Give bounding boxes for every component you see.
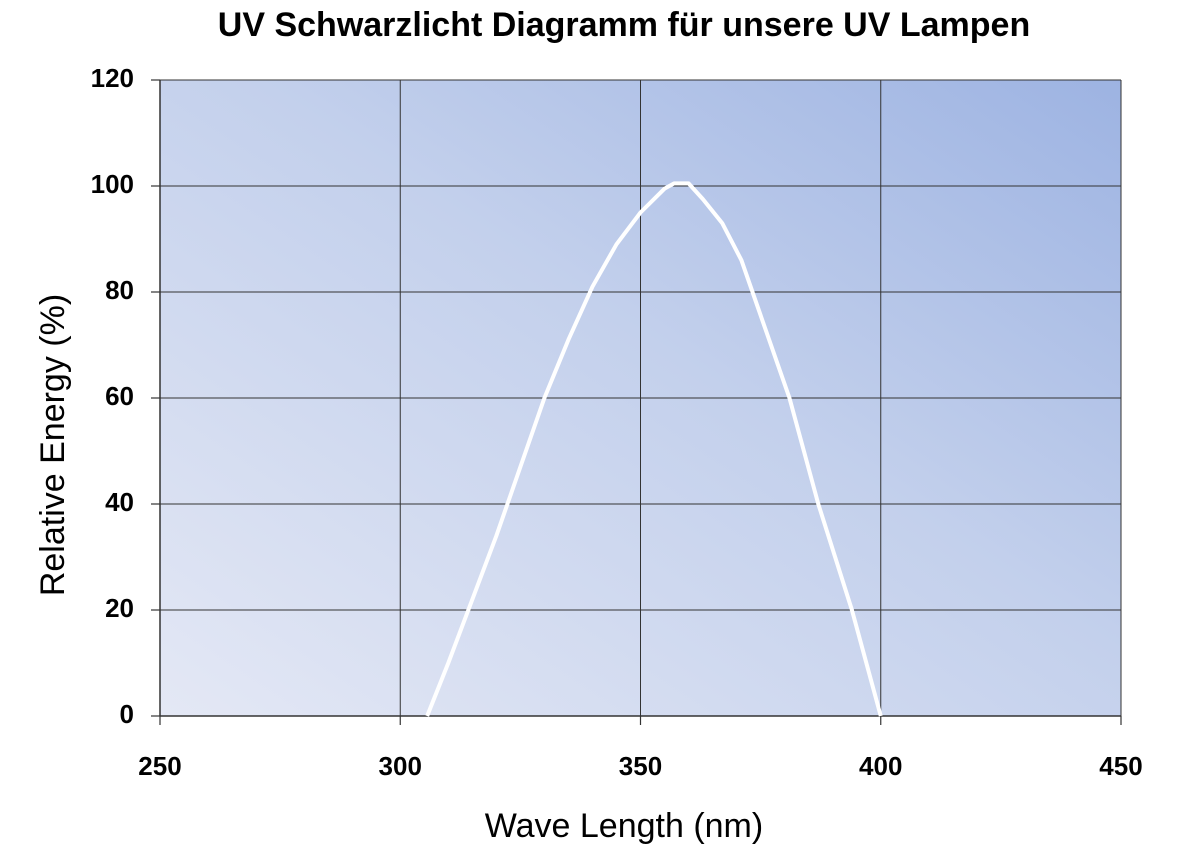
y-tick-label: 20	[105, 593, 134, 623]
x-tick-label: 300	[379, 751, 422, 781]
chart-title: UV Schwarzlicht Diagramm für unsere UV L…	[218, 6, 1030, 44]
y-tick-label: 80	[105, 275, 134, 305]
y-tick-label: 100	[91, 169, 134, 199]
y-tick-label: 0	[120, 699, 134, 729]
x-tick-label: 400	[859, 751, 902, 781]
y-tick-label: 40	[105, 487, 134, 517]
y-tick-label: 60	[105, 381, 134, 411]
x-tick-label: 250	[138, 751, 181, 781]
y-axis-label: Relative Energy (%)	[34, 294, 72, 596]
x-tick-label: 350	[619, 751, 662, 781]
data-line	[425, 181, 883, 717]
y-tick-label: 120	[91, 63, 134, 93]
x-axis-label: Wave Length (nm)	[485, 807, 763, 845]
x-tick-label: 450	[1099, 751, 1142, 781]
